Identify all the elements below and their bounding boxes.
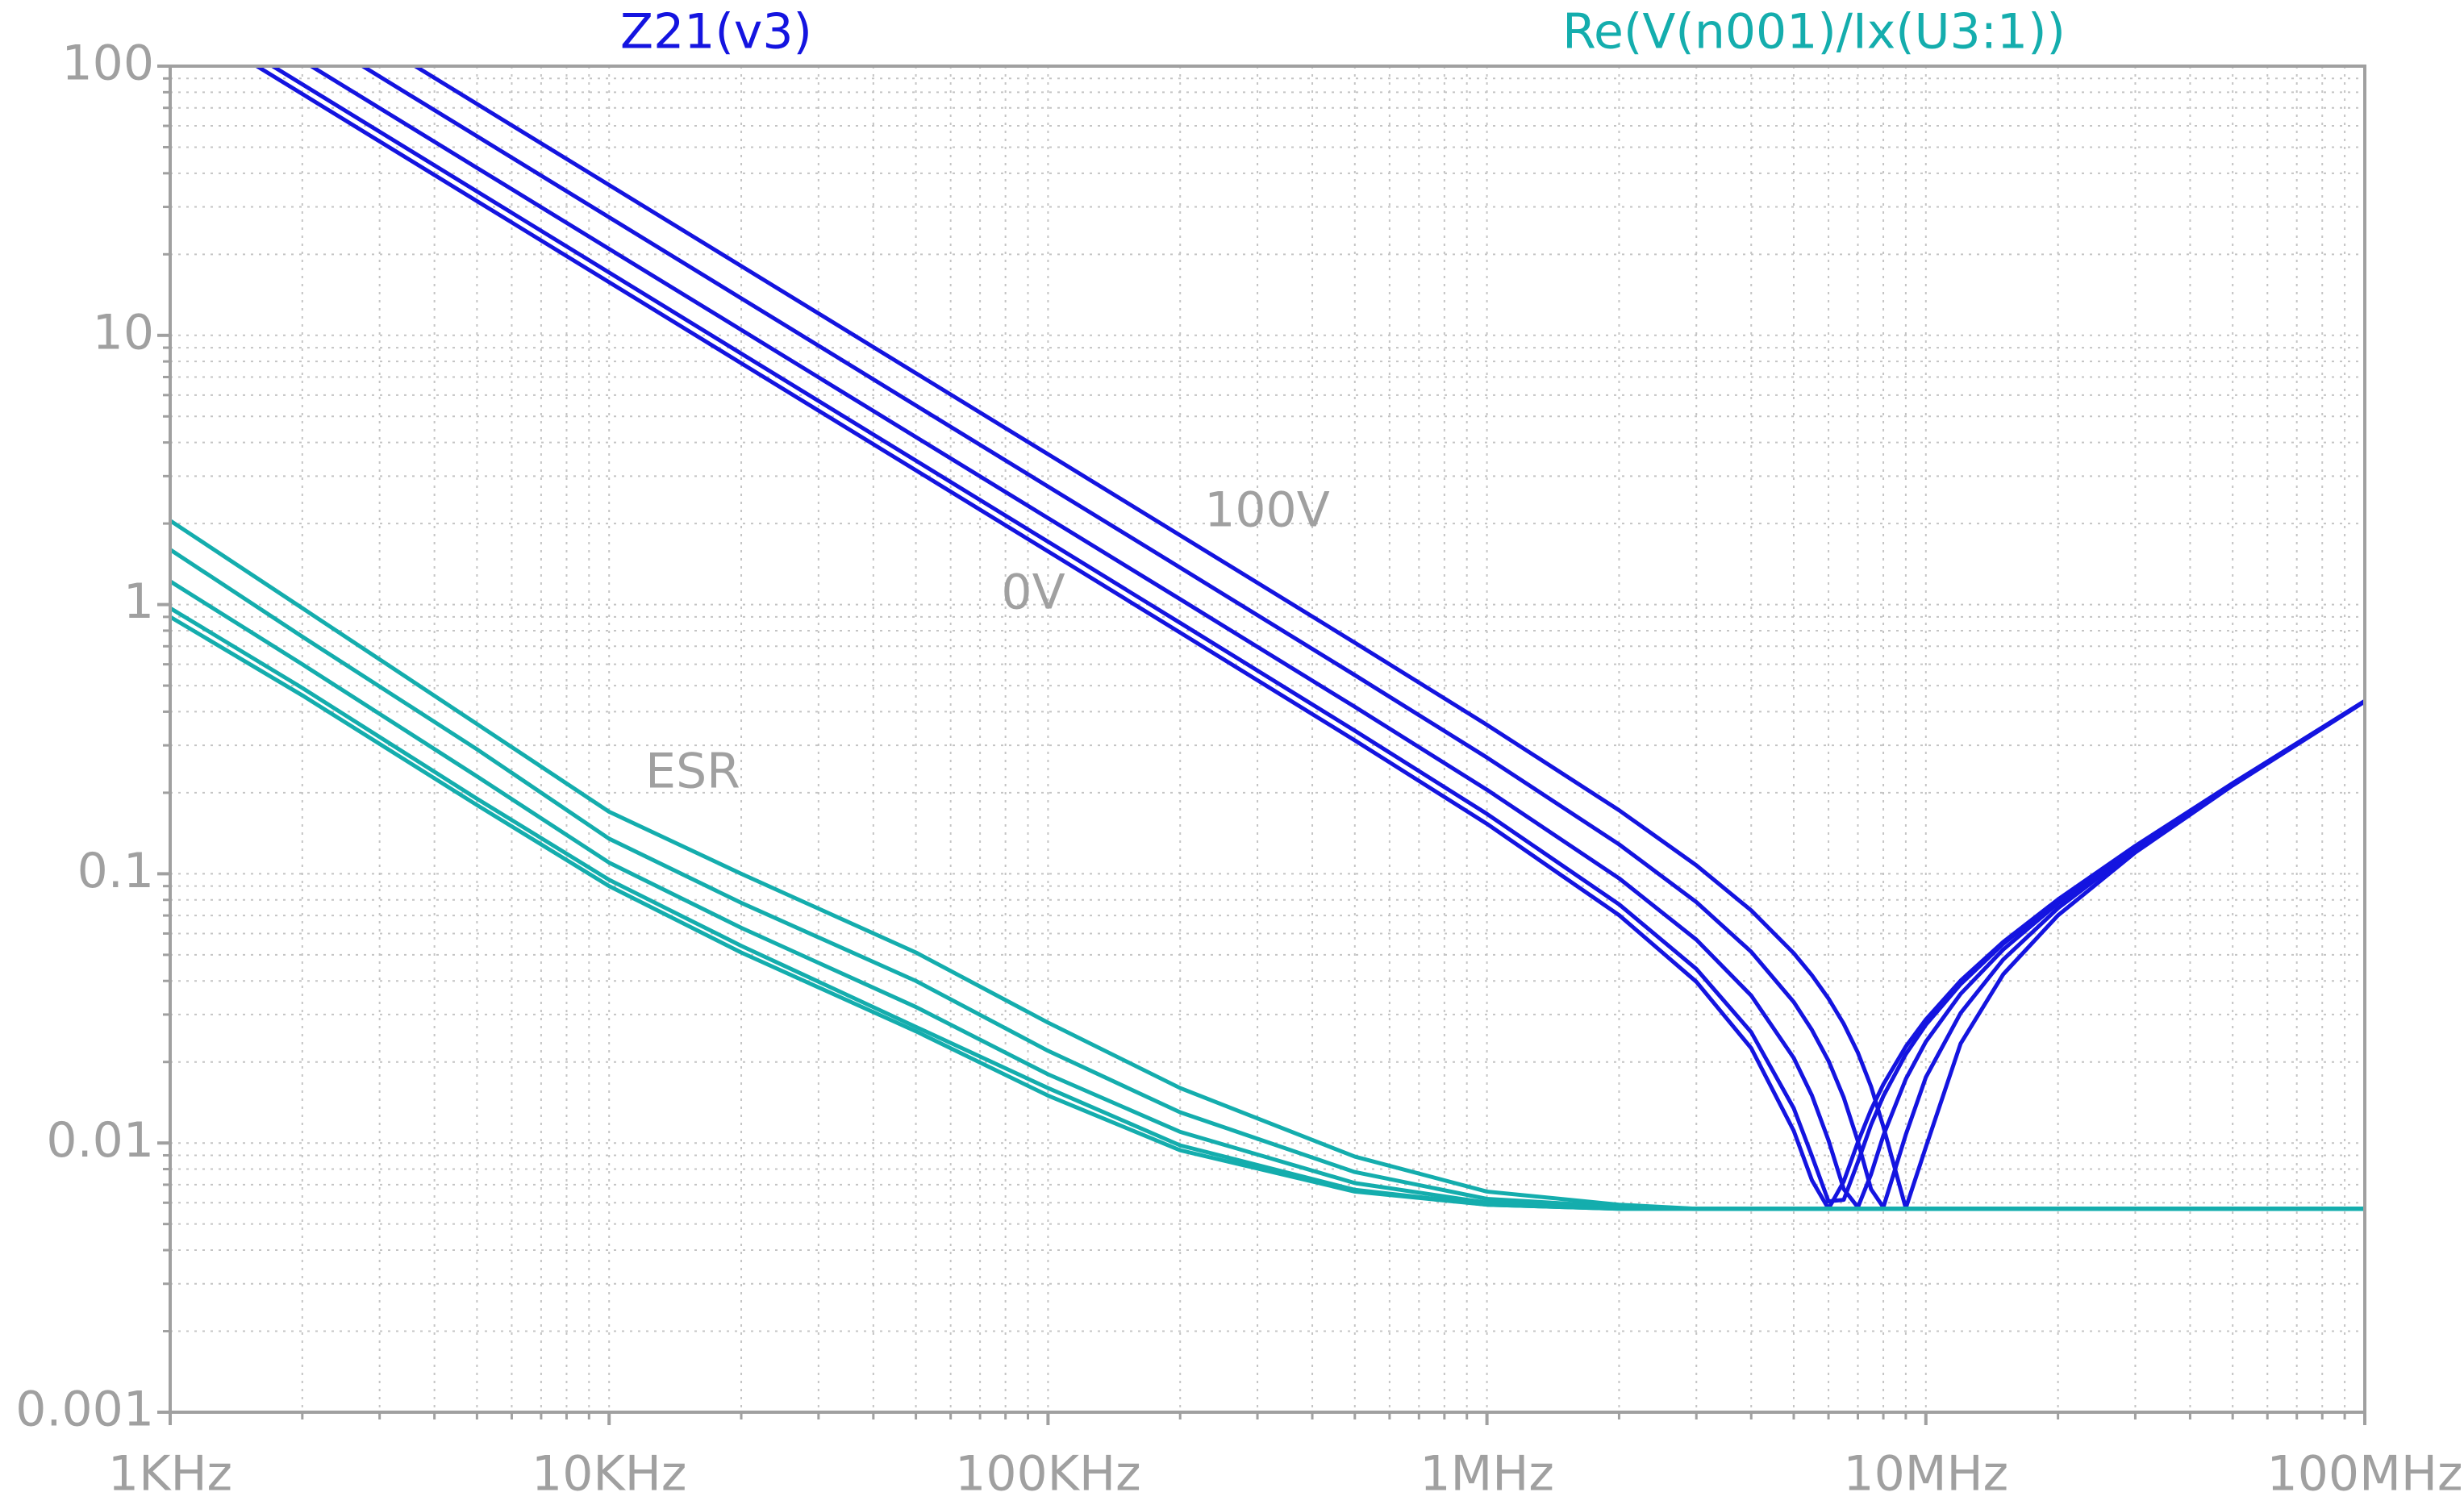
plot-frame xyxy=(169,65,2366,1414)
x-tick-label: 10KHz xyxy=(532,1446,686,1503)
annotation: ESR xyxy=(645,744,740,800)
traces xyxy=(170,66,2365,1211)
x-tick-label: 10MHz xyxy=(1843,1446,2008,1503)
x-tick-label: 100MHz xyxy=(2267,1446,2463,1503)
y-tick-label: 1 xyxy=(123,573,154,630)
trace-line xyxy=(170,606,2365,1211)
annotation: 0V xyxy=(1001,565,1065,621)
trace-line xyxy=(269,66,2365,1204)
labels: 0.001 0.01 0.1 1 10 100 1KHz 10KHz 100KHz 1MHz 10M… xyxy=(15,35,2462,1503)
grid xyxy=(157,65,2366,1425)
trace-line xyxy=(170,548,2365,1211)
y-tick-label: 0.1 xyxy=(77,843,154,899)
trace-line xyxy=(170,615,2365,1211)
y-tick-label: 100 xyxy=(61,35,154,92)
trace-line xyxy=(307,66,2365,1210)
trace-line xyxy=(170,519,2365,1211)
y-tick-label: 0.001 xyxy=(15,1382,154,1438)
y-tick-label: 0.01 xyxy=(46,1112,154,1169)
trace-line xyxy=(252,66,2365,1211)
trace-title: Re(V(n001)/Ix(U3:1)) xyxy=(1562,4,2066,60)
trace-line xyxy=(411,66,2365,1211)
trace-title: Z21(v3) xyxy=(620,4,812,60)
x-tick-label: 1KHz xyxy=(108,1446,232,1503)
trace-line xyxy=(358,66,2365,1210)
x-tick-label: 1MHz xyxy=(1420,1446,1554,1503)
annotation: 100V xyxy=(1204,482,1330,539)
y-tick-label: 10 xyxy=(93,304,154,361)
x-tick-label: 100KHz xyxy=(955,1446,1140,1503)
